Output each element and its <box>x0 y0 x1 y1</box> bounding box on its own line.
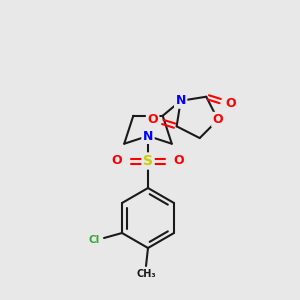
Text: O: O <box>147 113 158 126</box>
Text: O: O <box>213 113 223 126</box>
Text: S: S <box>143 154 153 168</box>
Text: O: O <box>174 154 184 167</box>
Text: Cl: Cl <box>88 235 100 245</box>
Text: CH₃: CH₃ <box>136 269 156 279</box>
Text: O: O <box>112 154 122 167</box>
Text: O: O <box>225 97 236 110</box>
Text: N: N <box>143 130 153 142</box>
Text: N: N <box>176 94 186 107</box>
